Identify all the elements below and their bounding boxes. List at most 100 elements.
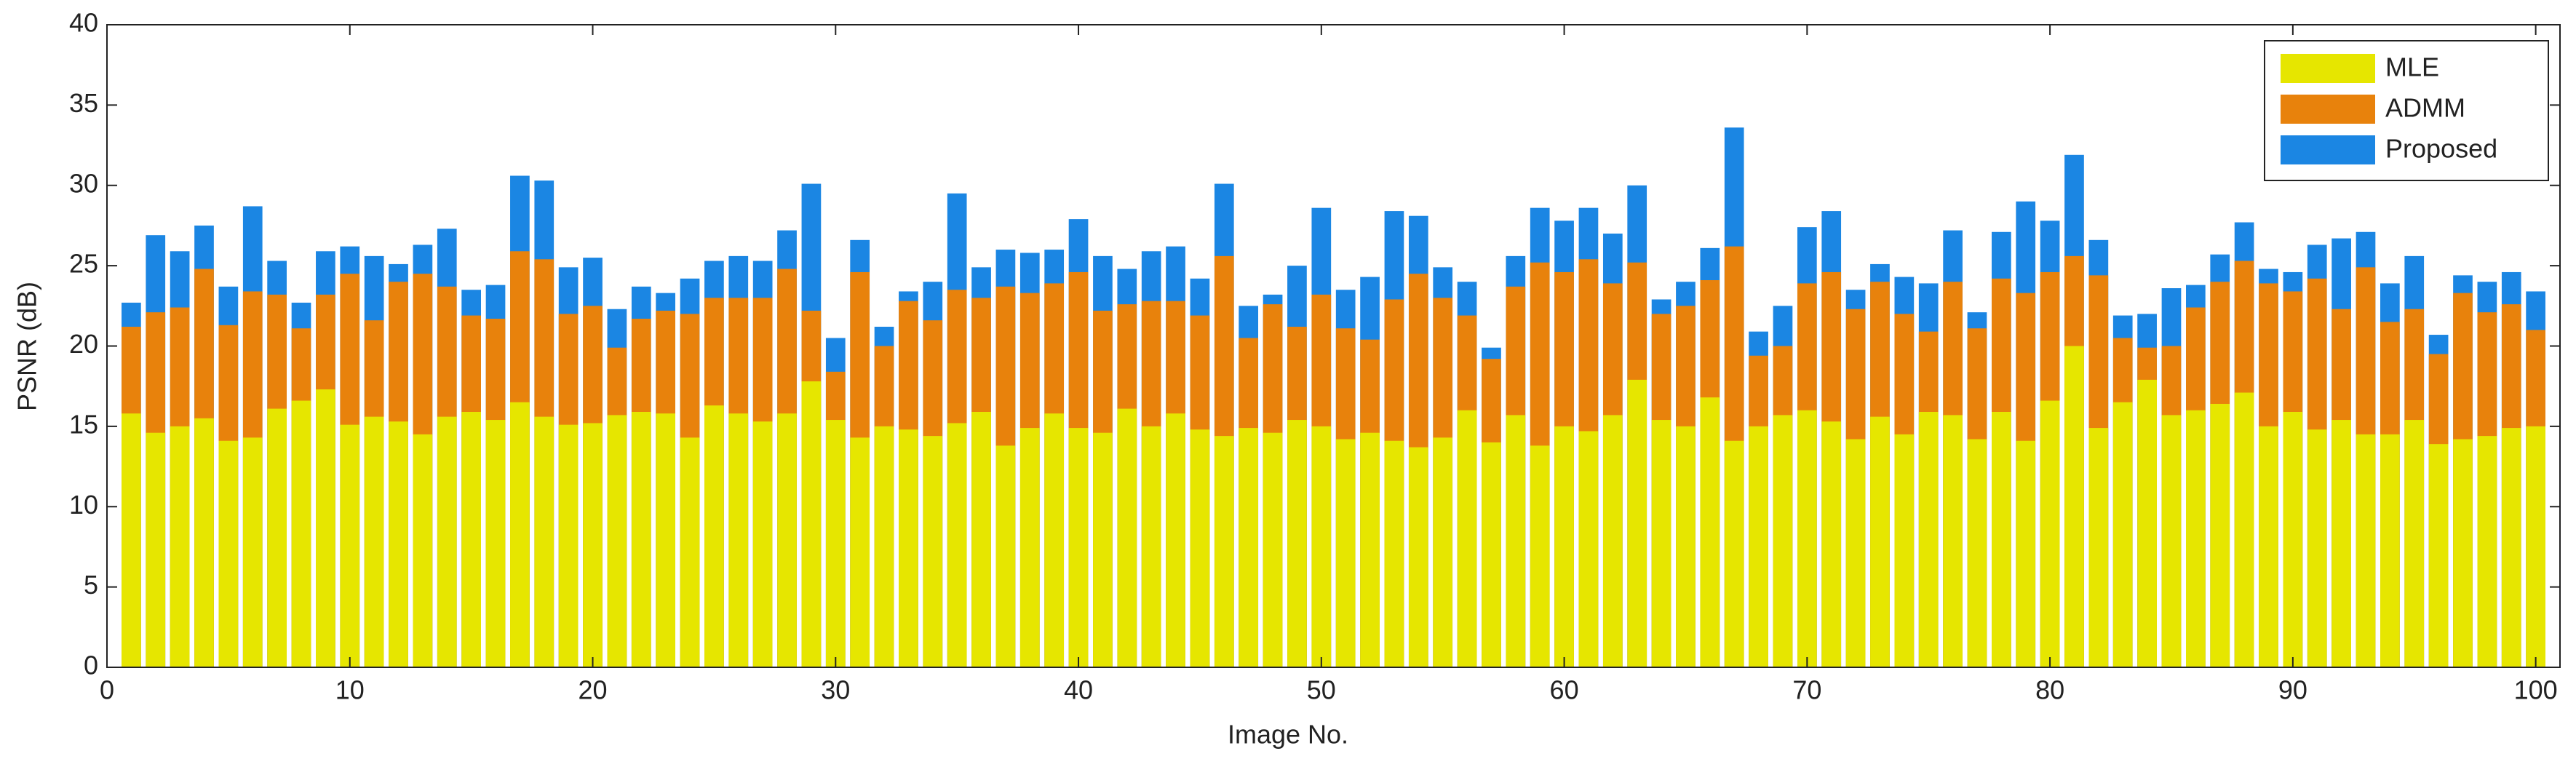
bar <box>267 408 287 667</box>
bar <box>2404 420 2425 667</box>
bar <box>1602 415 1623 667</box>
legend: MLE ADMM Proposed <box>2264 40 2549 181</box>
bar <box>510 402 530 667</box>
y-tick-label: 40 <box>69 8 98 38</box>
y-tick-label: 35 <box>69 88 98 118</box>
bar <box>2088 428 2109 667</box>
bar <box>1797 410 1817 667</box>
bar <box>1044 413 1065 667</box>
legend-swatch <box>2281 54 2375 83</box>
bar <box>2064 346 2084 667</box>
bar <box>1627 379 1647 667</box>
bar <box>2307 429 2327 667</box>
bar <box>1651 420 1671 667</box>
bar <box>1773 415 1793 667</box>
x-tick-label: 80 <box>2035 675 2064 705</box>
bar <box>364 416 384 667</box>
bar <box>1360 432 1380 667</box>
bar <box>1578 431 1599 667</box>
bar <box>2356 434 2376 667</box>
legend-label: MLE <box>2385 52 2439 82</box>
bar <box>1141 426 1161 667</box>
bar <box>2137 379 2157 667</box>
bar <box>1894 434 1915 667</box>
bar <box>413 434 433 667</box>
y-tick-label: 5 <box>84 570 98 600</box>
bar <box>1117 408 1137 667</box>
bar <box>1093 432 1113 667</box>
x-axis-label: Image No. <box>1228 720 1348 750</box>
legend-label: Proposed <box>2385 134 2497 164</box>
x-tick-label: 20 <box>579 675 608 705</box>
y-tick-label: 25 <box>69 249 98 279</box>
bar <box>1263 432 1283 667</box>
bar <box>1068 428 1089 667</box>
bar <box>2501 428 2521 667</box>
bar <box>704 405 724 667</box>
bar <box>2453 439 2473 667</box>
bar <box>947 423 967 667</box>
bar <box>1311 426 1332 667</box>
bar <box>316 389 335 667</box>
bar <box>899 429 918 667</box>
bar <box>2186 410 2206 667</box>
bar <box>1749 426 1768 667</box>
bar <box>558 424 579 667</box>
bar <box>2380 434 2400 667</box>
bar <box>1724 440 1744 667</box>
bar <box>1335 439 1356 667</box>
bar <box>850 437 870 667</box>
bar <box>2331 420 2351 667</box>
legend-swatch <box>2281 95 2375 124</box>
bar <box>1457 410 1477 667</box>
bar <box>1676 426 1696 667</box>
bar <box>971 412 991 667</box>
bar <box>170 426 190 667</box>
bar <box>583 423 603 667</box>
bar <box>1408 447 1428 667</box>
bar <box>656 413 676 667</box>
bar <box>1943 415 1963 667</box>
x-tick-label: 50 <box>1307 675 1336 705</box>
y-tick-label: 30 <box>69 168 98 198</box>
bar <box>1845 439 1866 667</box>
bar <box>825 420 846 667</box>
x-tick-label: 60 <box>1550 675 1579 705</box>
x-tick-label: 40 <box>1064 675 1093 705</box>
bar <box>485 420 506 667</box>
bar <box>1482 442 1501 667</box>
bar <box>1506 415 1526 667</box>
bar <box>1019 428 1040 667</box>
bar <box>1821 421 1842 667</box>
legend-label: ADMM <box>2385 93 2465 123</box>
bar <box>389 421 408 667</box>
bar <box>461 412 481 667</box>
bar <box>1967 439 1987 667</box>
bar <box>2016 440 2036 667</box>
bar <box>777 413 797 667</box>
x-tick-label: 70 <box>1792 675 1821 705</box>
bar <box>923 436 943 667</box>
bar <box>631 412 651 667</box>
bar <box>194 418 214 667</box>
x-tick-label: 100 <box>2514 675 2558 705</box>
bar <box>2283 412 2303 667</box>
bar <box>1384 440 1404 667</box>
y-axis-label: PSNR (dB) <box>12 282 42 411</box>
x-tick-label: 30 <box>821 675 850 705</box>
bar <box>1554 426 1574 667</box>
bar <box>2477 436 2497 667</box>
bar <box>122 413 141 667</box>
bar <box>2161 415 2182 667</box>
bar <box>1530 445 1550 667</box>
bar <box>1918 412 1939 667</box>
bar <box>2259 426 2278 667</box>
x-tick-label: 90 <box>2278 675 2307 705</box>
bar <box>2234 392 2254 667</box>
bar <box>2210 403 2230 667</box>
bar <box>874 426 894 667</box>
bar <box>680 437 700 667</box>
bar <box>2040 400 2060 667</box>
bar <box>1700 397 1720 667</box>
bar <box>2526 426 2545 667</box>
